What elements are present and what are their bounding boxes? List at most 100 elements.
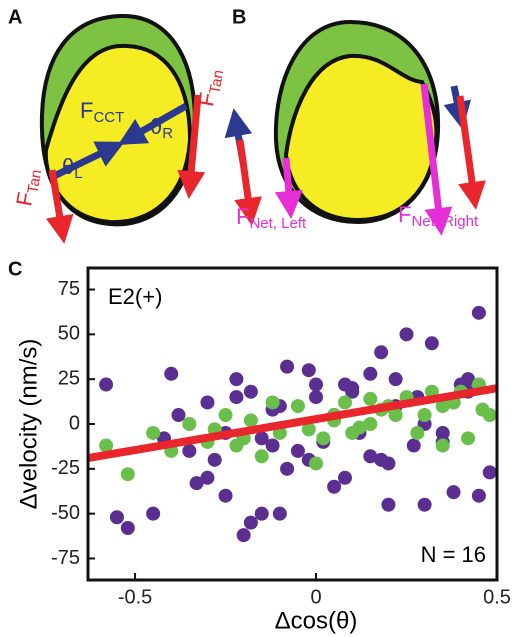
- point: [435, 438, 450, 453]
- point: [461, 372, 476, 387]
- y-tick-label: -50: [51, 502, 80, 524]
- point: [363, 391, 378, 406]
- y-axis-label: Δvelocity (nm/s): [15, 339, 42, 510]
- point: [254, 449, 269, 464]
- point: [417, 497, 432, 512]
- point: [327, 479, 342, 494]
- point: [120, 521, 135, 535]
- x-tick-label: 0: [310, 586, 321, 608]
- point: [446, 485, 461, 500]
- cell-diagram-b: [273, 19, 441, 225]
- annotation: E2(+): [108, 284, 162, 309]
- y-tick-label: -25: [51, 457, 80, 479]
- point: [471, 305, 486, 320]
- point: [345, 425, 360, 440]
- arrow: [456, 95, 486, 210]
- point: [146, 506, 161, 521]
- point: [218, 408, 233, 423]
- angle-label: θL: [62, 154, 83, 182]
- point: [410, 425, 425, 440]
- point: [337, 470, 352, 485]
- point: [309, 377, 324, 392]
- point: [146, 425, 161, 440]
- force-subscript: CCT: [93, 109, 124, 126]
- point: [399, 327, 414, 342]
- point: [309, 456, 324, 471]
- angle-subscript: L: [74, 165, 82, 182]
- point: [290, 443, 305, 458]
- point: [374, 452, 389, 467]
- point: [337, 395, 352, 410]
- point: [171, 408, 186, 423]
- point: [265, 438, 280, 453]
- point: [99, 377, 114, 392]
- point: [363, 449, 378, 464]
- plot-frame: [86, 266, 499, 582]
- point: [229, 390, 244, 405]
- point: [254, 431, 269, 446]
- force-subscript: Net, Left: [249, 215, 307, 232]
- force-subscript: Tan: [206, 69, 227, 96]
- point: [182, 443, 197, 458]
- point: [301, 363, 316, 378]
- point: [363, 417, 378, 431]
- force-subscript: Tan: [24, 168, 45, 195]
- point: [99, 438, 114, 453]
- y-tick-label: 25: [58, 367, 80, 389]
- arrow: [234, 139, 262, 226]
- point: [120, 467, 135, 482]
- point: [381, 497, 396, 512]
- point: [200, 470, 215, 485]
- x-tick-label: 0.5: [483, 586, 511, 608]
- point: [280, 359, 295, 374]
- trend-line: [88, 384, 497, 463]
- point: [182, 417, 197, 431]
- point: [316, 431, 331, 446]
- force-symbol: F: [193, 91, 220, 109]
- angle-symbol: θ: [62, 154, 74, 179]
- arrow: [420, 83, 453, 236]
- panel-label: C: [8, 258, 22, 280]
- point: [236, 528, 251, 543]
- point: [461, 431, 476, 446]
- point: [218, 488, 233, 503]
- x-axis-label: Δcos(θ): [275, 607, 358, 634]
- plot-area: [88, 305, 497, 543]
- y-tick-label: 50: [58, 323, 80, 345]
- point: [189, 476, 204, 491]
- point: [290, 399, 305, 414]
- force-symbol: F: [11, 190, 38, 208]
- point: [388, 372, 403, 387]
- arrow: [274, 157, 303, 219]
- point: [272, 506, 287, 521]
- y-tick-label: 75: [58, 278, 80, 300]
- force-label: FCCT: [80, 98, 124, 126]
- point: [207, 452, 222, 467]
- point: [471, 488, 486, 503]
- panel-label: A: [8, 6, 22, 28]
- arrow: [117, 102, 188, 145]
- points: [88, 305, 497, 543]
- force-symbol: F: [398, 202, 411, 227]
- point: [301, 422, 316, 437]
- force-subscript: Net, Right: [411, 213, 479, 230]
- point: [363, 366, 378, 381]
- force-label: FNet, Right: [398, 202, 479, 230]
- angle-subscript: R: [162, 125, 173, 142]
- angle-symbol: θ: [150, 114, 162, 139]
- point: [482, 465, 497, 480]
- y-tick-label: -75: [51, 547, 80, 569]
- point: [265, 395, 280, 410]
- point: [109, 510, 124, 525]
- point: [374, 345, 389, 360]
- point: [200, 395, 215, 410]
- point: [243, 413, 258, 428]
- annotation: N = 16: [421, 542, 486, 567]
- point: [406, 438, 421, 453]
- point: [243, 384, 258, 399]
- arrow: [48, 141, 125, 182]
- panel-label: B: [232, 6, 246, 28]
- point: [435, 399, 450, 414]
- point: [243, 515, 258, 530]
